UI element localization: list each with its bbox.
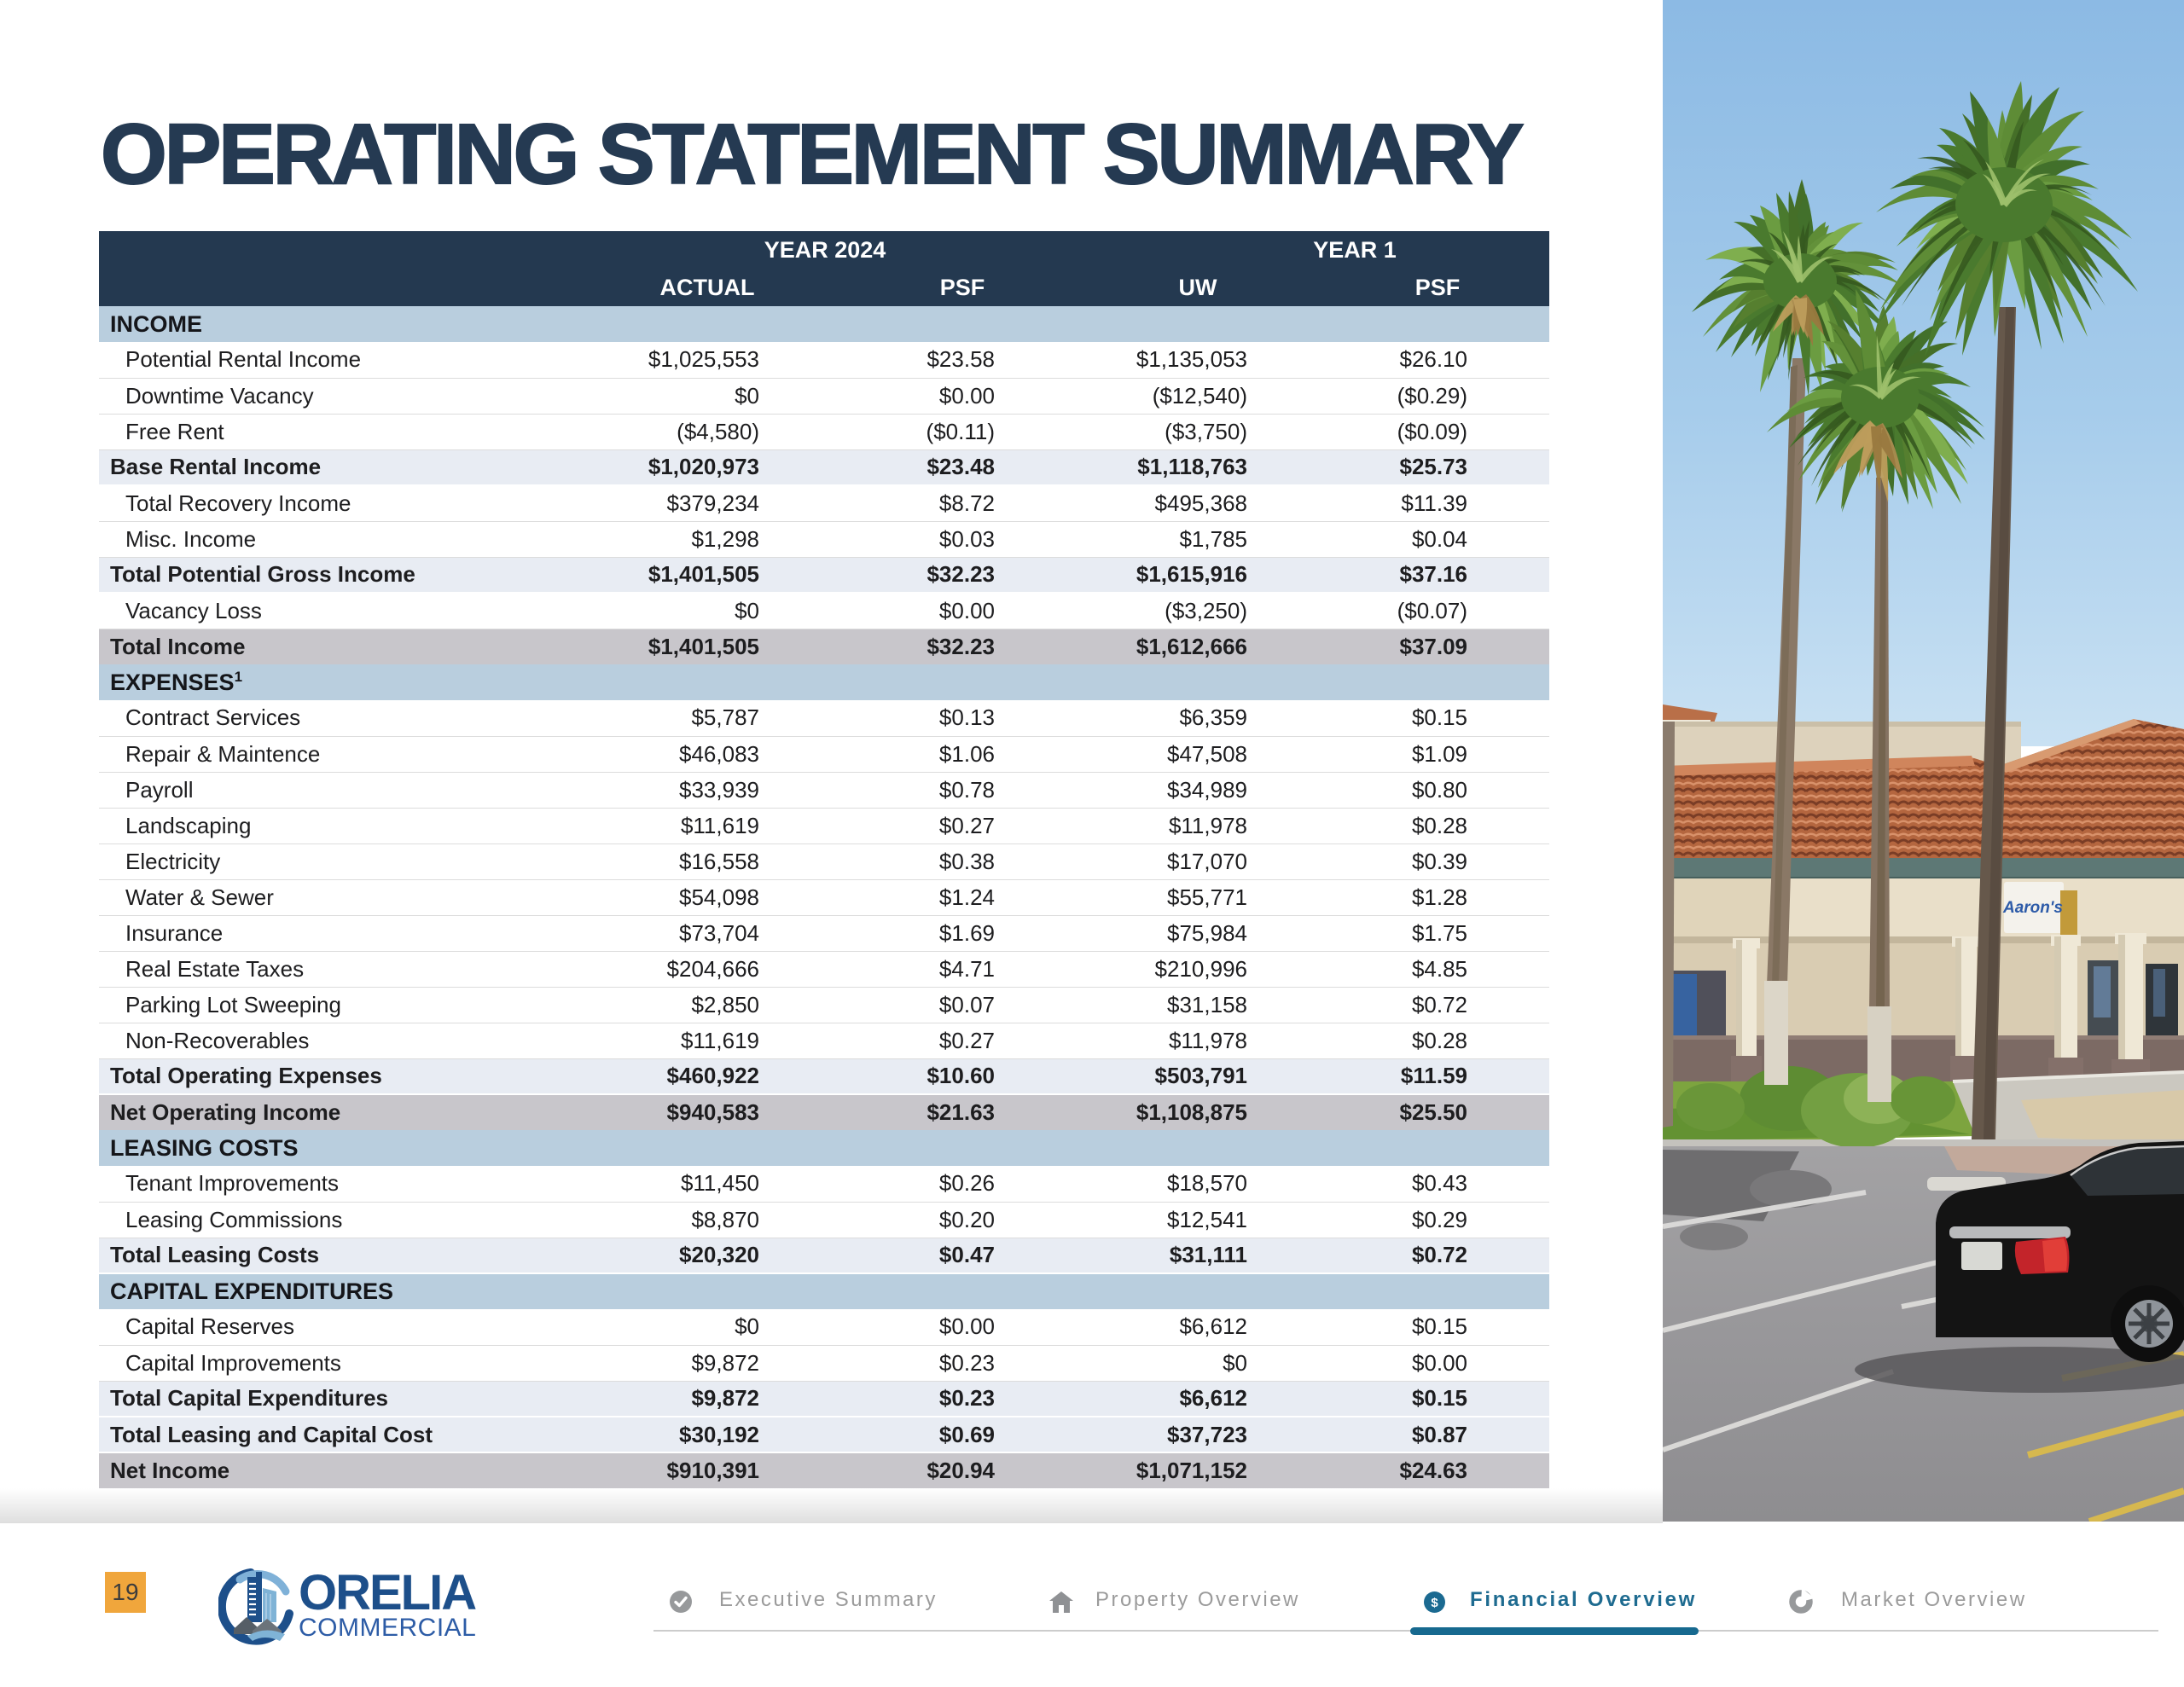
svg-text:$: $ [1431, 1596, 1438, 1610]
svg-text:Aaron's: Aaron's [2002, 899, 2063, 917]
